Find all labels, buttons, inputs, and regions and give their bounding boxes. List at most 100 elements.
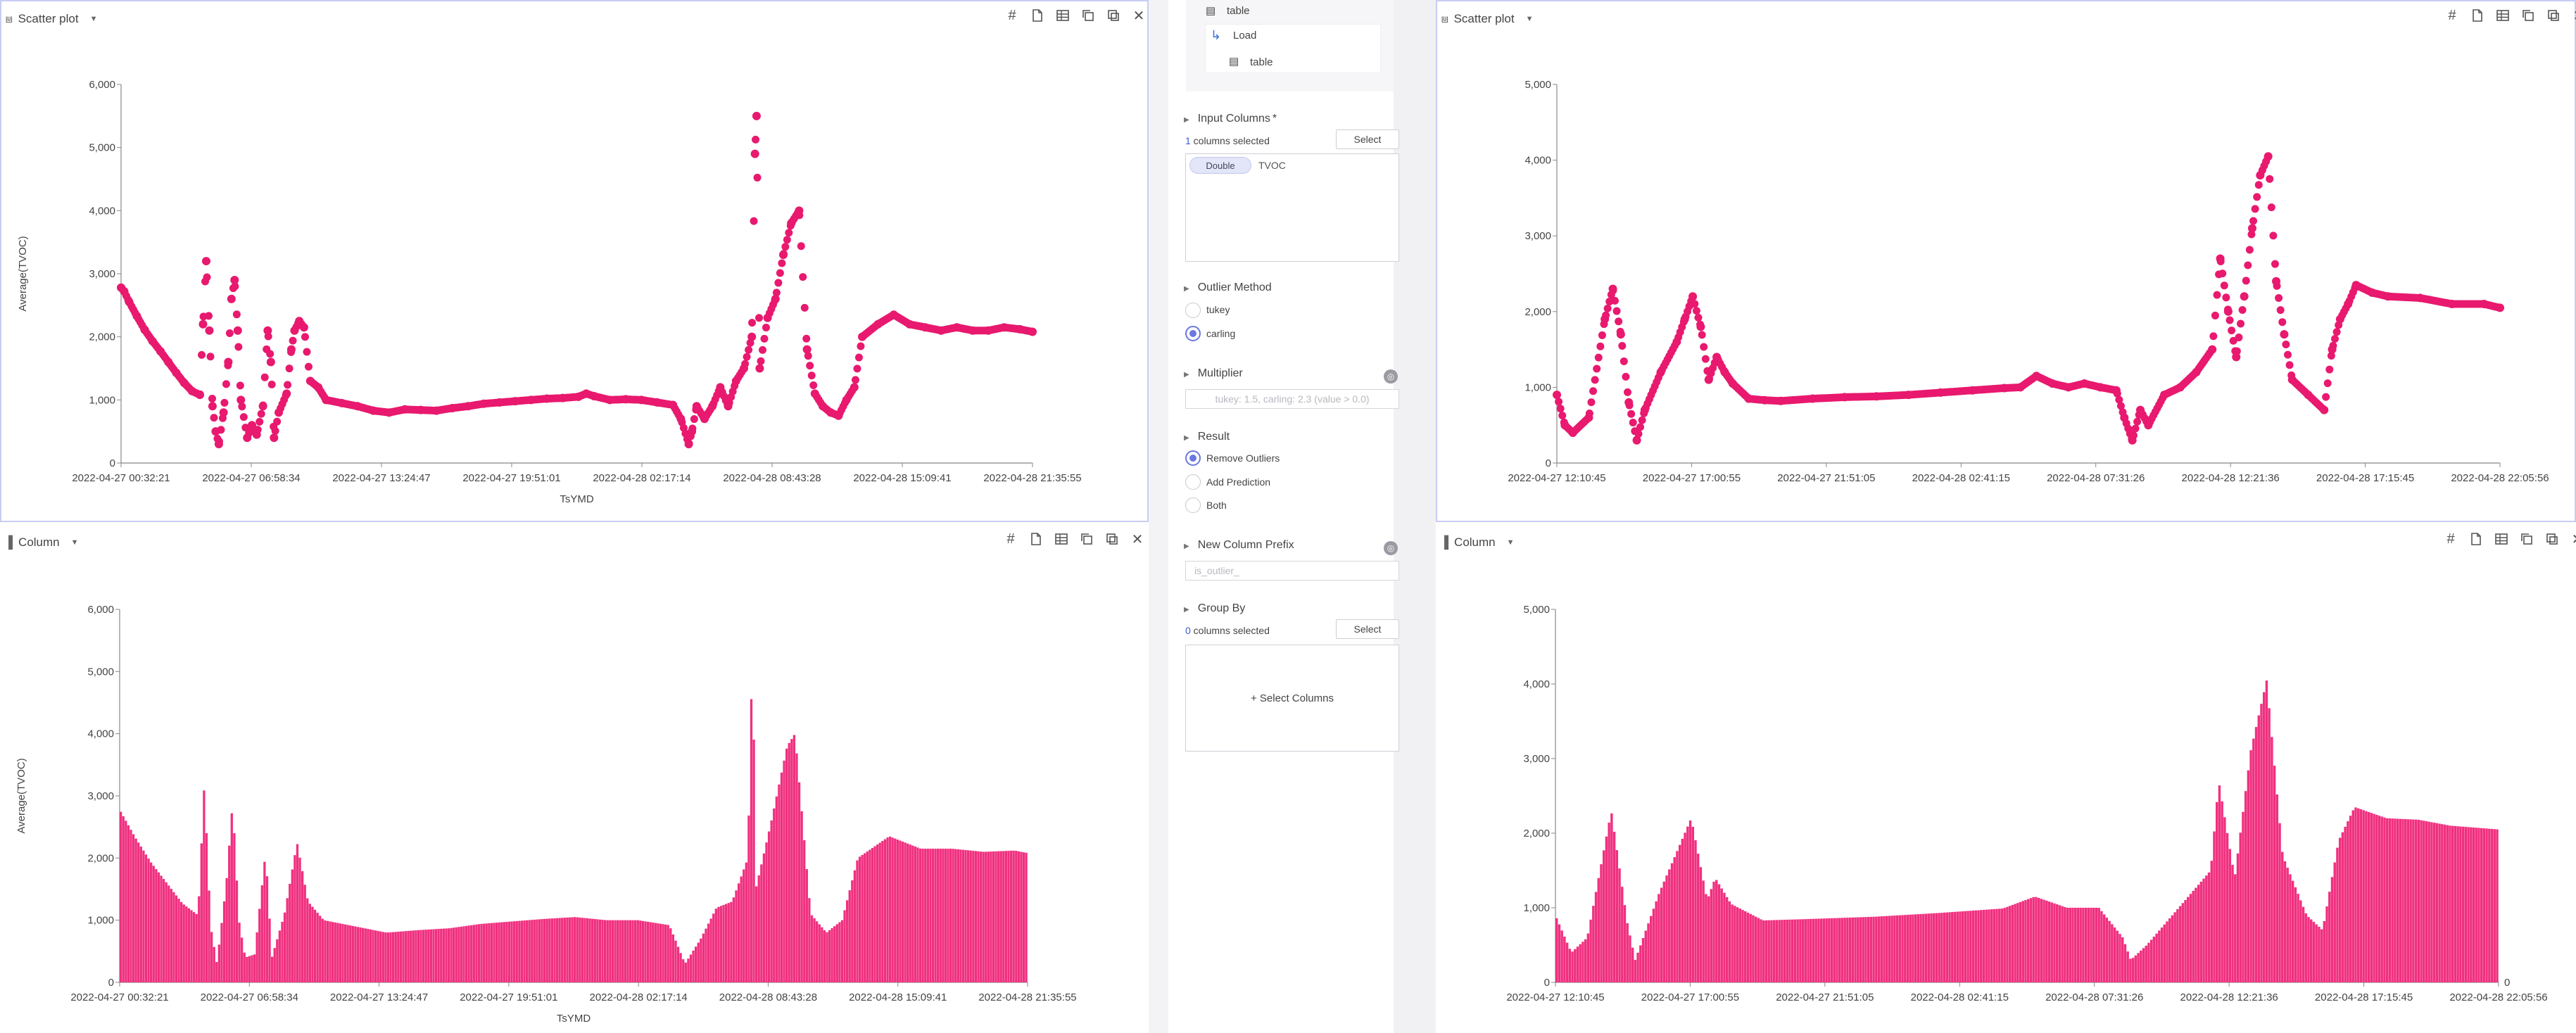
panel-header[interactable]: ▐ Column ▼ (1440, 532, 1515, 553)
copy-icon[interactable] (2520, 532, 2534, 546)
y-tick-label: 2,000 (87, 852, 114, 864)
section-multiplier[interactable]: ▶ Multiplier (1184, 367, 1243, 380)
group-by-box[interactable]: + Select Columns (1185, 645, 1399, 752)
column-bar (2315, 924, 2318, 982)
scatter-point (2276, 306, 2285, 315)
scatter-point (772, 289, 781, 297)
panel-header[interactable]: ⩏ Scatter plot ▼ (6, 8, 97, 30)
stage-item-load[interactable]: Load (1233, 30, 1257, 42)
scatter-point (304, 362, 312, 371)
scatter-point (2480, 300, 2489, 309)
add-document-icon[interactable] (1030, 8, 1044, 23)
grid-icon[interactable]: # (1008, 7, 1016, 23)
column-bar (2126, 951, 2129, 982)
column-bar (2192, 890, 2195, 982)
new-column-prefix-input[interactable]: is_outlier_ (1185, 561, 1399, 581)
duplicate-icon[interactable] (1105, 532, 1119, 546)
close-icon[interactable]: ✕ (2570, 532, 2576, 547)
column-bar (498, 922, 500, 982)
stage-item-load-box[interactable] (1205, 24, 1381, 73)
globe-icon[interactable]: ◎ (1384, 541, 1398, 555)
table-icon[interactable] (1056, 8, 1070, 23)
chevron-down-icon[interactable]: ▼ (70, 538, 79, 547)
chevron-down-icon[interactable]: ▼ (89, 15, 98, 23)
scatter-point (1627, 410, 1636, 418)
section-result[interactable]: ▶ Result (1184, 431, 1230, 443)
radio-both[interactable] (1185, 498, 1201, 513)
add-columns-link[interactable]: + Select Columns (1251, 692, 1334, 704)
column-bar (2105, 918, 2109, 982)
column-bar (858, 856, 861, 982)
multiplier-input[interactable]: tukey: 1.5, carling: 2.3 (value > 0.0) (1185, 389, 1399, 409)
scatter-point (232, 310, 241, 319)
x-tick-label: 2022-04-28 22:05:56 (2449, 991, 2547, 1003)
column-bar (293, 855, 296, 982)
select-group-columns-button[interactable]: Select (1336, 619, 1399, 639)
duplicate-icon[interactable] (2545, 532, 2559, 546)
section-input-columns[interactable]: ▶ Input Columns * (1184, 113, 1277, 125)
close-icon[interactable]: ✕ (1132, 8, 1145, 24)
grid-icon[interactable]: # (2446, 531, 2455, 547)
chevron-down-icon[interactable]: ▼ (1525, 15, 1534, 23)
column-bar (2302, 906, 2305, 982)
radio-remove-outliers[interactable] (1185, 450, 1201, 466)
y-tick-label: 3,000 (89, 268, 115, 280)
x-tick-label: 2022-04-27 06:58:34 (201, 991, 298, 1003)
column-bar (1801, 919, 1805, 982)
column-bar (157, 872, 160, 982)
select-columns-button[interactable]: Select (1336, 129, 1399, 149)
column-bar (445, 928, 448, 982)
y-tick-label: 0 (108, 977, 114, 989)
column-bar (2225, 832, 2229, 982)
column-bar (1610, 813, 1613, 982)
table-icon[interactable] (2494, 532, 2508, 546)
column-bar (2260, 704, 2263, 982)
radio-add-prediction[interactable] (1185, 474, 1201, 490)
stage-item-table-child[interactable]: table (1250, 56, 1273, 68)
column-bar (676, 946, 680, 982)
stage-item-table[interactable]: table (1227, 5, 1250, 17)
x-tick-label: 2022-04-28 08:43:28 (719, 991, 817, 1003)
close-icon[interactable]: ✕ (1131, 531, 1144, 547)
add-document-icon[interactable] (1029, 532, 1043, 546)
add-document-icon[interactable] (2469, 532, 2483, 546)
column-bar (1982, 909, 1985, 982)
chevron-down-icon[interactable]: ▼ (1506, 538, 1515, 547)
grid-icon[interactable]: # (1006, 531, 1015, 547)
grid-icon[interactable]: # (2448, 7, 2456, 23)
close-icon[interactable]: ✕ (2572, 8, 2576, 24)
radio-tukey[interactable] (1185, 303, 1201, 318)
section-outlier-method[interactable]: ▶ Outlier Method (1184, 281, 1272, 294)
column-bar (2129, 958, 2132, 982)
panel-header[interactable]: ⩏ Scatter plot ▼ (1441, 8, 1533, 30)
globe-icon[interactable]: ◎ (1384, 369, 1398, 384)
add-document-icon[interactable] (2470, 8, 2485, 23)
panel-header[interactable]: ▐ Column ▼ (4, 532, 79, 553)
section-new-column-prefix[interactable]: ▶ New Column Prefix (1184, 539, 1294, 552)
column-bar (298, 857, 301, 982)
scatter-point (337, 398, 346, 407)
column-bar (2043, 899, 2045, 982)
table-icon[interactable] (2496, 8, 2510, 23)
column-bar (1938, 913, 1940, 982)
table-icon[interactable] (1054, 532, 1068, 546)
column-bar (137, 842, 140, 982)
column-bar (168, 885, 170, 982)
type-chip: Double (1189, 157, 1251, 174)
copy-icon[interactable] (1080, 532, 1094, 546)
column-bar (700, 938, 702, 982)
column-bar (1819, 918, 1823, 982)
column-bar (907, 843, 909, 982)
column-bar (2351, 810, 2354, 982)
scatter-point (230, 275, 239, 284)
duplicate-icon[interactable] (1106, 8, 1120, 23)
duplicate-icon[interactable] (2546, 8, 2561, 23)
column-bar (1694, 840, 1697, 982)
column-bar (520, 920, 524, 982)
copy-icon[interactable] (2521, 8, 2535, 23)
copy-icon[interactable] (1081, 8, 1095, 23)
section-group-by[interactable]: ▶ Group By (1184, 602, 1245, 615)
scatter-point (952, 323, 961, 332)
radio-carling[interactable] (1185, 326, 1201, 341)
scatter-point (205, 326, 214, 335)
